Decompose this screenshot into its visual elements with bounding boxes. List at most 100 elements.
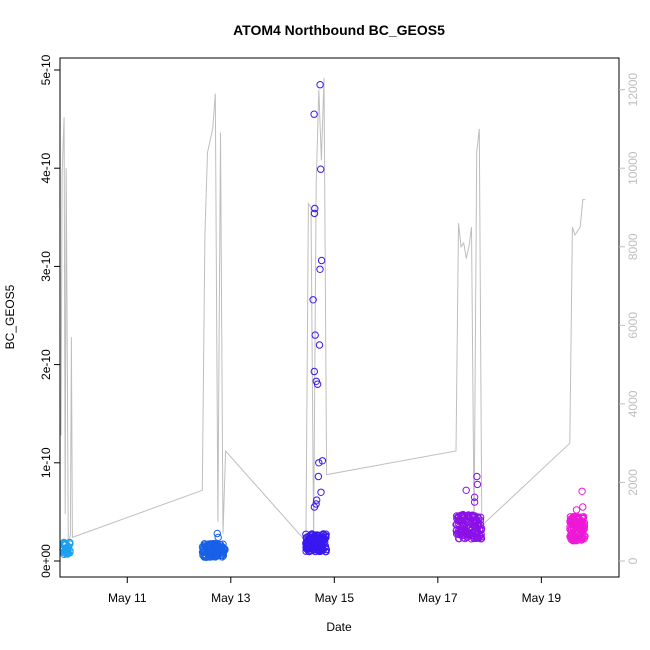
x-tick-label: May 11 [108, 591, 147, 605]
data-point-outlier [318, 457, 327, 465]
data-point-outlier [579, 503, 587, 511]
data-point-outlier [317, 256, 326, 265]
data-point [218, 553, 226, 561]
data-point [566, 513, 575, 521]
data-point [219, 548, 227, 557]
data-point-outlier [213, 529, 222, 538]
axes: 0e+00 1e-10 2e-10 3e-10 4e-10 5e-10 0 2000 4000 6… [39, 54, 640, 605]
data-point [567, 520, 576, 528]
data-point [571, 519, 579, 527]
data-point-outlier [473, 480, 482, 489]
data-point [201, 543, 210, 552]
y-tick-label: 1e-10 [39, 447, 53, 478]
y2-tick-label: 0 [626, 557, 640, 564]
data-point-outlier [311, 331, 319, 339]
plot-area [59, 77, 589, 561]
data-point-outlier [462, 486, 470, 494]
x-tick-label: May 17 [418, 591, 458, 605]
data-point [470, 512, 479, 521]
y2-tick-label: 2000 [626, 469, 640, 496]
y-tick-label: 0e+00 [39, 544, 53, 578]
data-point-outlier [470, 498, 479, 506]
data-point [572, 529, 580, 538]
data-point-outlier [316, 265, 324, 273]
data-point [469, 530, 477, 538]
data-point [200, 551, 209, 559]
data-point [322, 547, 330, 556]
data-point [318, 545, 327, 553]
data-point [567, 535, 575, 544]
y2-tick-label: 12000 [626, 73, 640, 107]
data-point-outlier [316, 81, 324, 89]
data-point [304, 544, 312, 552]
data-point [473, 517, 481, 525]
y2-tick-label: 10000 [626, 151, 640, 185]
data-point [466, 514, 474, 522]
data-point [209, 549, 218, 557]
y-axis-label: BC_GEOS5 [3, 284, 17, 349]
data-point [455, 534, 463, 543]
data-point-outlier [214, 533, 222, 542]
data-point [206, 540, 215, 548]
data-point [304, 532, 312, 541]
data-point-outlier [317, 165, 325, 173]
data-point-outlier [310, 209, 319, 218]
data-point [219, 552, 228, 560]
data-point [204, 546, 212, 554]
data-point [471, 518, 480, 526]
data-point [576, 518, 584, 527]
y2-tick-label: 6000 [626, 312, 640, 339]
data-point-outlier [314, 472, 323, 481]
data-point [309, 536, 317, 544]
y-tick-label: 4e-10 [39, 153, 53, 184]
data-point-outlier [315, 341, 324, 349]
data-point-outlier [309, 296, 317, 304]
data-point [318, 542, 326, 551]
data-point-outlier [470, 493, 479, 501]
data-point [458, 512, 466, 521]
x-tick-label: May 19 [522, 591, 562, 605]
data-point [311, 538, 320, 546]
y2-tick-label: 4000 [626, 390, 640, 417]
data-point [453, 512, 461, 520]
data-point [318, 533, 327, 542]
y-tick-label: 2e-10 [39, 349, 53, 380]
data-point [569, 531, 577, 539]
plot-frame [59, 57, 620, 578]
y-tick-label: 3e-10 [39, 251, 53, 282]
data-point-outlier [317, 488, 325, 496]
y2-tick-label: 8000 [626, 233, 640, 260]
data-point-outlier [578, 487, 586, 495]
x-tick-label: May 15 [315, 591, 355, 605]
x-tick-label: May 13 [211, 591, 251, 605]
data-point [576, 534, 584, 542]
data-point-outlier [313, 496, 321, 504]
data-point [458, 520, 467, 529]
data-point [217, 545, 226, 553]
data-point [304, 536, 312, 544]
y-tick-label: 5e-10 [39, 54, 53, 85]
data-point [64, 543, 73, 551]
data-point-outlier [315, 459, 323, 467]
data-point-outlier [310, 110, 318, 118]
data-point-outlier [310, 367, 318, 376]
data-point [579, 526, 587, 534]
data-point [211, 550, 220, 558]
altitude-line [60, 77, 586, 550]
data-point [216, 540, 224, 549]
data-point [452, 526, 460, 535]
data-point-outlier [310, 503, 319, 511]
data-point [477, 524, 486, 533]
data-point [461, 513, 469, 521]
data-point-outlier [313, 380, 322, 388]
chart-title: ATOM4 Northbound BC_GEOS5 [233, 22, 445, 38]
data-point-outlier [572, 506, 581, 514]
data-point [471, 528, 479, 537]
data-point-outlier [311, 204, 319, 213]
x-axis-label: Date [326, 620, 352, 634]
data-point [457, 511, 465, 519]
data-point [199, 548, 208, 557]
data-point-outlier [473, 472, 481, 481]
data-point [320, 535, 329, 543]
